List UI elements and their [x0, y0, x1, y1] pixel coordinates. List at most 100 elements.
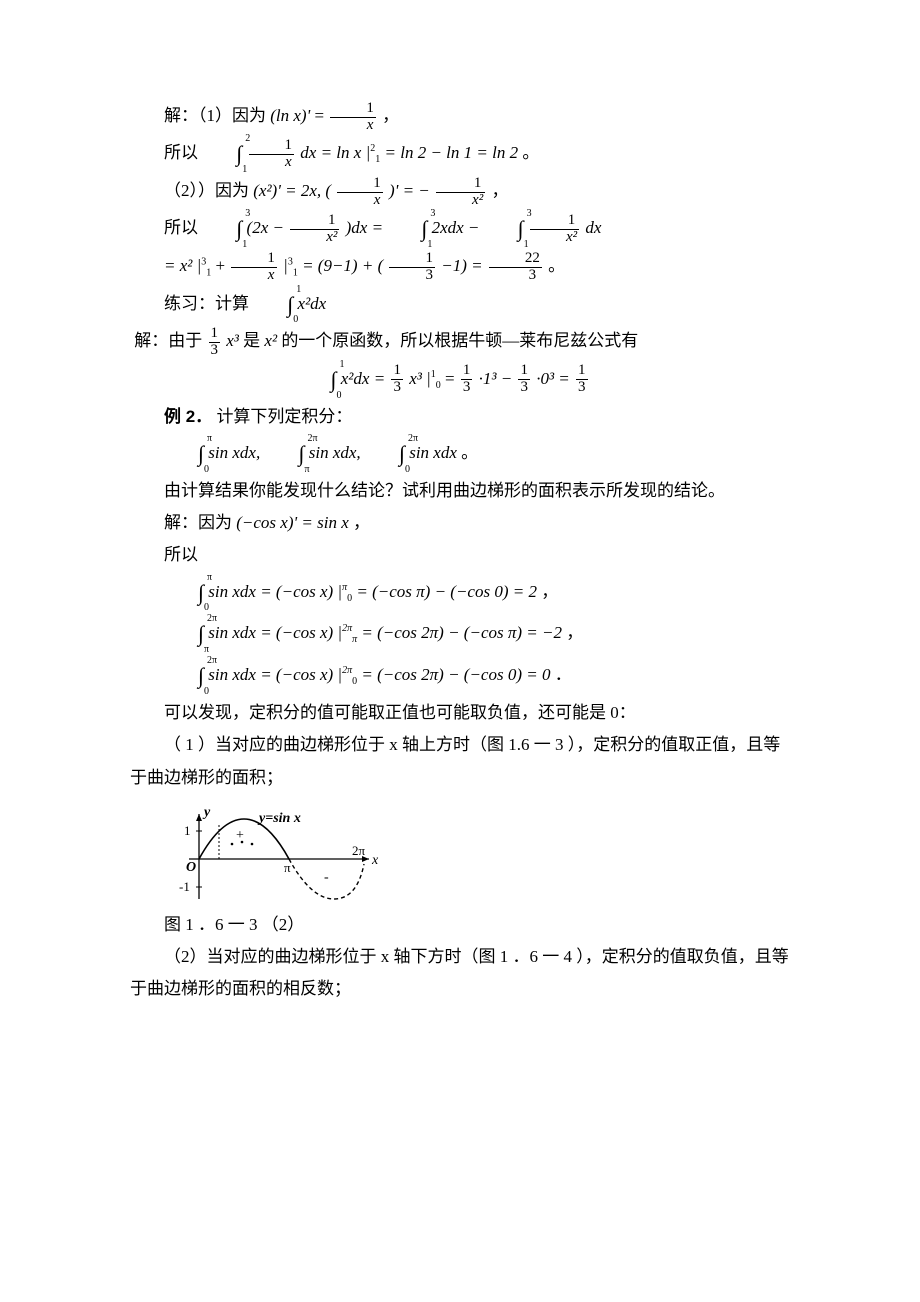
solution-line-1: 解：（1）因为 (ln x)' = 1x ，	[130, 100, 790, 133]
math: sin xdx = (−cos x) |	[208, 623, 342, 642]
math: x³ |	[409, 369, 431, 388]
tick-2pi: 2π	[352, 843, 366, 858]
integral: ∫2π0	[164, 655, 204, 697]
plus-label: +	[236, 828, 244, 843]
math: sin xdx = (−cos x) |	[208, 581, 342, 600]
fraction: 1x	[337, 176, 383, 209]
fraction: 13	[391, 363, 403, 396]
solution-line-5: = x² |31 + 1x |31 = (9−1) + ( 13 −1) = 2…	[130, 250, 790, 283]
paragraph-question: 由计算结果你能发现什么结论？试利用曲边梯形的面积表示所发现的结论。	[130, 475, 790, 507]
heading-label: 例 2．	[164, 407, 212, 426]
integral: ∫2ππ	[264, 433, 304, 475]
math: 2xdx −	[432, 218, 484, 237]
integral: ∫2π0	[365, 433, 405, 475]
fraction: 1x²	[436, 176, 485, 209]
text: （2））因为	[164, 181, 249, 200]
math: dx	[585, 218, 601, 237]
math: x²	[264, 331, 277, 350]
math: +	[216, 256, 230, 275]
integral: ∫21	[202, 133, 242, 175]
text: 解：因为	[164, 513, 232, 532]
math: =	[314, 106, 328, 125]
text: ．	[555, 665, 572, 684]
integral: ∫10	[253, 284, 293, 326]
conclusion-1: （ 1 ）当对应的曲边梯形位于 x 轴上方时（图 1.6 一 3 ），定积分的值…	[130, 729, 790, 794]
text: ，	[566, 623, 583, 642]
text: 解：由于	[134, 331, 202, 350]
y-axis-label: y	[202, 805, 211, 820]
math: = (−cos 2π) − (−cos π) = −2	[361, 623, 562, 642]
sine-graph-svg: + - y x O 1 -1 π 2π y=sin x	[164, 804, 384, 909]
curve-label: y=sin x	[257, 811, 301, 826]
fraction: 13	[389, 251, 435, 284]
text: ，	[491, 181, 508, 200]
math: (2x −	[247, 218, 289, 237]
math: = x² |	[164, 256, 201, 275]
solution-line-8: ∫10 x²dx = 13 x³ |10 = 13 ·1³ − 13 ·0³ =…	[130, 359, 790, 401]
example-2-heading: 例 2． 计算下列定积分：	[130, 401, 790, 433]
math: dx = ln x |	[300, 143, 370, 162]
text: 的一个原函数，所以根据牛顿—莱布尼兹公式有	[281, 331, 638, 350]
math: = ln 2 − ln 1 = ln 2	[385, 143, 519, 162]
text: ，	[541, 581, 558, 600]
text: ，	[353, 513, 370, 532]
solution-so: 所以	[130, 539, 790, 571]
solution-integral-c: ∫2π0 sin xdx = (−cos x) |2π0 = (−cos 2π)…	[130, 655, 790, 697]
math: = (−cos π) − (−cos 0) = 2	[356, 581, 537, 600]
math: )dx =	[346, 218, 388, 237]
text: 。	[548, 256, 565, 275]
origin-label: O	[186, 860, 196, 875]
fraction: 223	[489, 251, 542, 284]
text: ，	[382, 106, 399, 125]
math: x²dx =	[341, 369, 390, 388]
fraction: 13	[209, 326, 221, 359]
x-axis-label: x	[371, 853, 379, 868]
integral: ∫31	[202, 208, 242, 250]
figure-caption: 图 1 ．6 一 3 （2）	[130, 909, 790, 941]
fraction: 1x²	[530, 213, 579, 246]
integral: ∫π0	[164, 433, 204, 475]
fraction: 13	[518, 363, 530, 396]
text: 练习：计算	[164, 293, 249, 312]
conclusion-line: 可以发现，定积分的值可能取正值也可能取负值，还可能是 0：	[130, 697, 790, 729]
text: 计算下列定积分：	[216, 407, 352, 426]
integral: ∫10	[330, 359, 336, 401]
tick-pi: π	[284, 860, 291, 875]
exercise-line: 练习：计算 ∫10 x²dx	[130, 284, 790, 326]
math: sin xdx,	[208, 443, 264, 462]
text: 。	[522, 143, 539, 162]
minus-label: -	[324, 870, 329, 885]
integral: ∫31	[484, 208, 524, 250]
solution-line-7: 解：由于 13 x³ 是 x² 的一个原函数，所以根据牛顿—莱布尼兹公式有	[130, 325, 790, 358]
solution-line-3: （2））因为 (x²)' = 2x, ( 1x )' = − 1x² ，	[130, 175, 790, 208]
math: (−cos x)' = sin x	[236, 513, 349, 532]
fraction: 1x	[249, 138, 295, 171]
tick-neg1: -1	[179, 879, 190, 894]
example-2-integrals: ∫π0 sin xdx, ∫2ππ sin xdx, ∫2π0 sin xdx …	[130, 433, 790, 475]
fraction: 13	[576, 363, 588, 396]
math: =	[445, 369, 459, 388]
math: x²dx	[298, 293, 327, 312]
solution-integral-a: ∫π0 sin xdx = (−cos x) |π0 = (−cos π) − …	[130, 572, 790, 614]
figure-sine: + - y x O 1 -1 π 2π y=sin x	[164, 804, 790, 909]
math: ·0³ =	[536, 369, 574, 388]
fraction: 1x²	[290, 213, 339, 246]
math: −1) =	[441, 256, 487, 275]
math: x³	[226, 331, 239, 350]
text: 。	[461, 443, 478, 462]
text: 所以	[164, 218, 198, 237]
text: 是	[243, 331, 260, 350]
text: 解：（1）因为	[164, 106, 266, 125]
integral: ∫31	[387, 208, 427, 250]
math: (ln x)'	[270, 106, 310, 125]
solution-because: 解：因为 (−cos x)' = sin x ，	[130, 507, 790, 539]
solution-line-4: 所以 ∫31 (2x − 1x² )dx = ∫31 2xdx − ∫31 1x…	[130, 208, 790, 250]
math: sin xdx = (−cos x) |	[208, 665, 342, 684]
solution-integral-b: ∫2ππ sin xdx = (−cos x) |2ππ = (−cos 2π)…	[130, 613, 790, 655]
math: = (−cos 2π) − (−cos 0) = 0	[361, 665, 550, 684]
math: ·1³ −	[479, 369, 517, 388]
integral: ∫π0	[164, 572, 204, 614]
tick-1: 1	[184, 823, 191, 838]
conclusion-2: （2）当对应的曲边梯形位于 x 轴下方时（图 1 ．6 一 4 ），定积分的值取…	[130, 941, 790, 1006]
fraction: 13	[461, 363, 473, 396]
